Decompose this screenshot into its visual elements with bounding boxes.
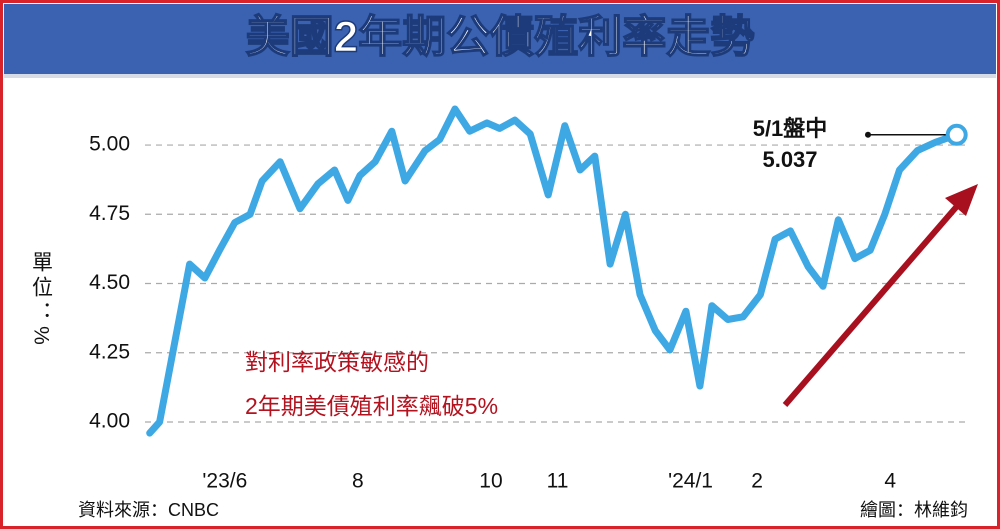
x-tick-label: '24/1 (668, 470, 713, 493)
y-axis-label: 單位：% (29, 251, 53, 349)
y-tick-label: 5.00 (89, 133, 130, 156)
x-tick-label: 2 (751, 470, 763, 493)
title-shadow (4, 74, 996, 78)
y-tick-label: 4.75 (89, 202, 130, 225)
grid: 4.00 4.25 4.50 4.75 5.00 '23/6 8 10 11 '24/1 2 4 (89, 133, 970, 493)
y-tick-label: 4.50 (89, 271, 130, 294)
leader-dot (865, 131, 871, 138)
x-tick-label: 10 (479, 470, 502, 493)
y-axis-label-text: 單位：% (29, 251, 53, 349)
x-tick-label: 8 (352, 470, 364, 493)
plot: 5/1盤中 5.037 (146, 105, 968, 437)
trend-arrowhead (945, 184, 978, 216)
trend-arrow (782, 203, 961, 407)
title-banner (4, 4, 996, 74)
source: 資料來源：CNBC (78, 500, 219, 520)
data-line (146, 105, 961, 437)
y-tick-label: 4.00 (89, 410, 130, 433)
x-tick-label: 11 (547, 470, 569, 493)
x-tick-label: '23/6 (202, 470, 247, 493)
x-tick-label: 4 (884, 470, 896, 493)
last-point-note: 5/1盤中 (753, 116, 828, 141)
callout-line: 2年期美債殖利率飆破5% (245, 393, 498, 419)
chart-title: 美國2年期公債殖利率走勢 (246, 13, 754, 62)
callout-line: 對利率政策敏感的 (245, 349, 429, 375)
credit: 繪圖：林維鈞 (860, 500, 968, 520)
value-label: 5.037 (762, 147, 817, 172)
last-point (945, 123, 968, 146)
y-tick-label: 4.25 (89, 340, 130, 363)
